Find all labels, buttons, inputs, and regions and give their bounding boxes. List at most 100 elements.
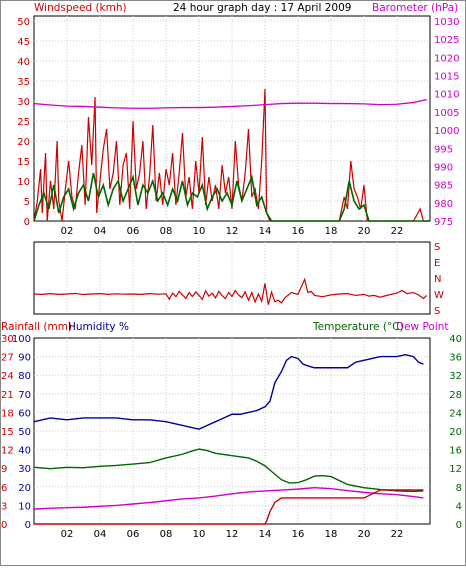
windspeed-tick-label: 50 bbox=[17, 17, 30, 28]
time-tick-label: 02 bbox=[61, 529, 74, 540]
humidity-tick-label: 50 bbox=[18, 427, 31, 438]
temperature-ticks: 0 4 8 12 16 20 24 28 32 36 40 bbox=[449, 334, 462, 531]
time-tick-label: 06 bbox=[127, 226, 140, 237]
wind-panel-time-ticks: 02 04 06 08 10 12 14 16 18 20 22 bbox=[61, 226, 404, 237]
rainfall-axis-title: Rainfall (mm) bbox=[1, 321, 72, 333]
time-tick-label: 12 bbox=[226, 226, 239, 237]
rainfall-ticks: 0 3 6 9 12 15 18 21 24 27 30 bbox=[1, 334, 14, 531]
humidity-ticks: 0 10 20 30 40 50 60 70 80 90 100 bbox=[12, 334, 31, 531]
barometer-tick-label: 990 bbox=[434, 162, 453, 173]
time-tick-label: 22 bbox=[391, 226, 404, 237]
temperature-tick-label: 16 bbox=[449, 446, 462, 457]
time-tick-label: 06 bbox=[127, 529, 140, 540]
temperature-axis-title: Temperature (°C) bbox=[312, 321, 404, 333]
windspeed-tick-label: 35 bbox=[17, 77, 30, 88]
climate-series bbox=[33, 354, 424, 525]
barometer-tick-label: 1000 bbox=[434, 126, 459, 137]
rainfall-line bbox=[34, 489, 424, 525]
time-tick-label: 04 bbox=[94, 226, 107, 237]
rainfall-tick-label: 30 bbox=[1, 334, 14, 345]
time-tick-label: 04 bbox=[94, 529, 107, 540]
humidity-tick-label: 90 bbox=[18, 353, 31, 364]
direction-label: N bbox=[434, 274, 441, 285]
barometer-axis-title: Barometer (hPa) bbox=[372, 2, 458, 14]
humidity-tick-label: 20 bbox=[18, 483, 31, 494]
windspeed-tick-label: 15 bbox=[17, 157, 30, 168]
time-tick-label: 20 bbox=[358, 529, 371, 540]
barometer-tick-label: 985 bbox=[434, 181, 453, 192]
temperature-tick-label: 36 bbox=[449, 353, 462, 364]
windspeed-tick-label: 10 bbox=[17, 177, 30, 188]
temperature-tick-label: 32 bbox=[449, 371, 462, 382]
temperature-tick-label: 20 bbox=[449, 427, 462, 438]
temperature-tick-label: 0 bbox=[456, 520, 462, 531]
time-tick-label: 10 bbox=[193, 529, 206, 540]
humidity-axis-title: Humidity % bbox=[68, 321, 129, 333]
chart-title: 24 hour graph day : 17 April 2009 bbox=[173, 2, 351, 14]
windspeed-tick-label: 0 bbox=[24, 217, 30, 228]
humidity-tick-label: 30 bbox=[18, 464, 31, 475]
humidity-tick-label: 60 bbox=[18, 408, 31, 419]
barometer-tick-label: 1005 bbox=[434, 108, 459, 119]
temperature-tick-label: 4 bbox=[456, 501, 462, 512]
time-tick-label: 16 bbox=[292, 226, 305, 237]
rainfall-tick-label: 12 bbox=[1, 446, 14, 457]
rainfall-tick-label: 21 bbox=[1, 390, 14, 401]
time-tick-label: 20 bbox=[358, 226, 371, 237]
time-tick-label: 12 bbox=[226, 529, 239, 540]
direction-label: E bbox=[434, 258, 440, 269]
direction-label: S bbox=[434, 242, 440, 253]
time-tick-label: 08 bbox=[160, 529, 173, 540]
temperature-tick-label: 12 bbox=[449, 464, 462, 475]
barometer-tick-label: 995 bbox=[434, 144, 453, 155]
humidity-tick-label: 100 bbox=[12, 334, 31, 345]
average-wind-line bbox=[33, 172, 430, 222]
barometer-tick-label: 1015 bbox=[434, 72, 459, 83]
climate-panel-grid bbox=[34, 338, 430, 524]
humidity-tick-label: 10 bbox=[18, 501, 31, 512]
humidity-tick-label: 70 bbox=[18, 390, 31, 401]
time-tick-label: 22 bbox=[391, 529, 404, 540]
windspeed-tick-label: 20 bbox=[17, 137, 30, 148]
windspeed-tick-label: 30 bbox=[17, 97, 30, 108]
time-tick-label: 14 bbox=[259, 529, 272, 540]
time-tick-label: 16 bbox=[292, 529, 305, 540]
dewpoint-line bbox=[33, 487, 424, 510]
barometer-tick-label: 1020 bbox=[434, 53, 459, 64]
temperature-line bbox=[33, 448, 424, 493]
time-tick-label: 10 bbox=[193, 226, 206, 237]
barometer-tick-label: 1025 bbox=[434, 35, 459, 46]
rainfall-tick-label: 24 bbox=[1, 371, 14, 382]
wind-direction-line bbox=[33, 277, 428, 305]
rainfall-tick-label: 3 bbox=[1, 501, 7, 512]
barometer-line bbox=[33, 98, 427, 109]
time-tick-label: 02 bbox=[61, 226, 74, 237]
rainfall-tick-label: 6 bbox=[1, 483, 7, 494]
windspeed-ticks: 0 5 10 15 20 25 30 35 40 45 50 bbox=[17, 17, 30, 228]
rainfall-tick-label: 15 bbox=[1, 427, 14, 438]
temperature-tick-label: 8 bbox=[456, 483, 462, 494]
humidity-tick-label: 80 bbox=[18, 371, 31, 382]
humidity-tick-label: 40 bbox=[18, 446, 31, 457]
direction-series bbox=[33, 277, 428, 305]
barometer-tick-label: 975 bbox=[434, 217, 453, 228]
rainfall-tick-label: 18 bbox=[1, 408, 14, 419]
direction-label: S bbox=[434, 306, 440, 317]
humidity-tick-label: 0 bbox=[25, 520, 31, 531]
time-tick-label: 14 bbox=[259, 226, 272, 237]
windspeed-tick-label: 45 bbox=[17, 37, 30, 48]
time-tick-label: 18 bbox=[325, 529, 338, 540]
barometer-tick-label: 1010 bbox=[434, 90, 459, 101]
barometer-ticks: 975 980 985 990 995 1000 1005 1010 1015 1020 1025 1… bbox=[434, 17, 459, 228]
temperature-tick-label: 28 bbox=[449, 390, 462, 401]
rainfall-tick-label: 27 bbox=[1, 353, 14, 364]
windspeed-tick-label: 5 bbox=[24, 197, 30, 208]
windspeed-tick-label: 40 bbox=[17, 57, 30, 68]
direction-label: W bbox=[434, 290, 444, 301]
climate-panel-time-ticks: 02 04 06 08 10 12 14 16 18 20 22 bbox=[61, 529, 404, 540]
barometer-tick-label: 1030 bbox=[434, 17, 459, 28]
time-tick-label: 08 bbox=[160, 226, 173, 237]
